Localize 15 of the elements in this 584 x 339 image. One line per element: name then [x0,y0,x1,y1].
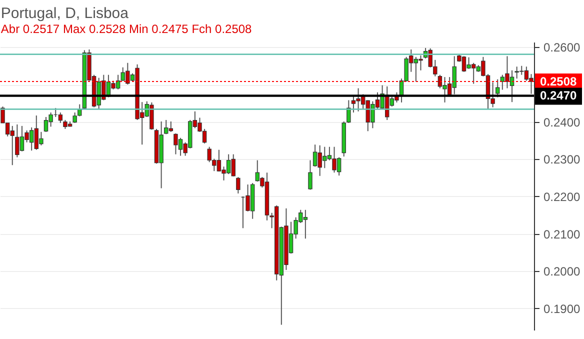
y-tick-label: 0.2100 [544,227,581,242]
y-tick-label: 0.2300 [544,152,581,167]
y-tick-label: 0.2200 [544,190,581,204]
candlestick [346,100,351,124]
chart-title: Portugal, D, Lisboa [0,5,130,22]
y-tick-label: 0.1900 [544,302,581,316]
y-tick-label: 0.2400 [544,115,581,130]
candlestick [308,160,312,190]
candlestick [58,112,63,124]
ref-line-label: 0.2470 [540,88,578,103]
ref-line-label: 0.2508 [540,74,578,89]
y-tick-label: 0.2000 [544,264,581,279]
candlestick [236,176,240,194]
text: Abr 0.2517 Max 0.2528 Min 0.2475 Fch 0.2508 [0,22,252,36]
y-tick-label: 0.2600 [544,40,581,55]
